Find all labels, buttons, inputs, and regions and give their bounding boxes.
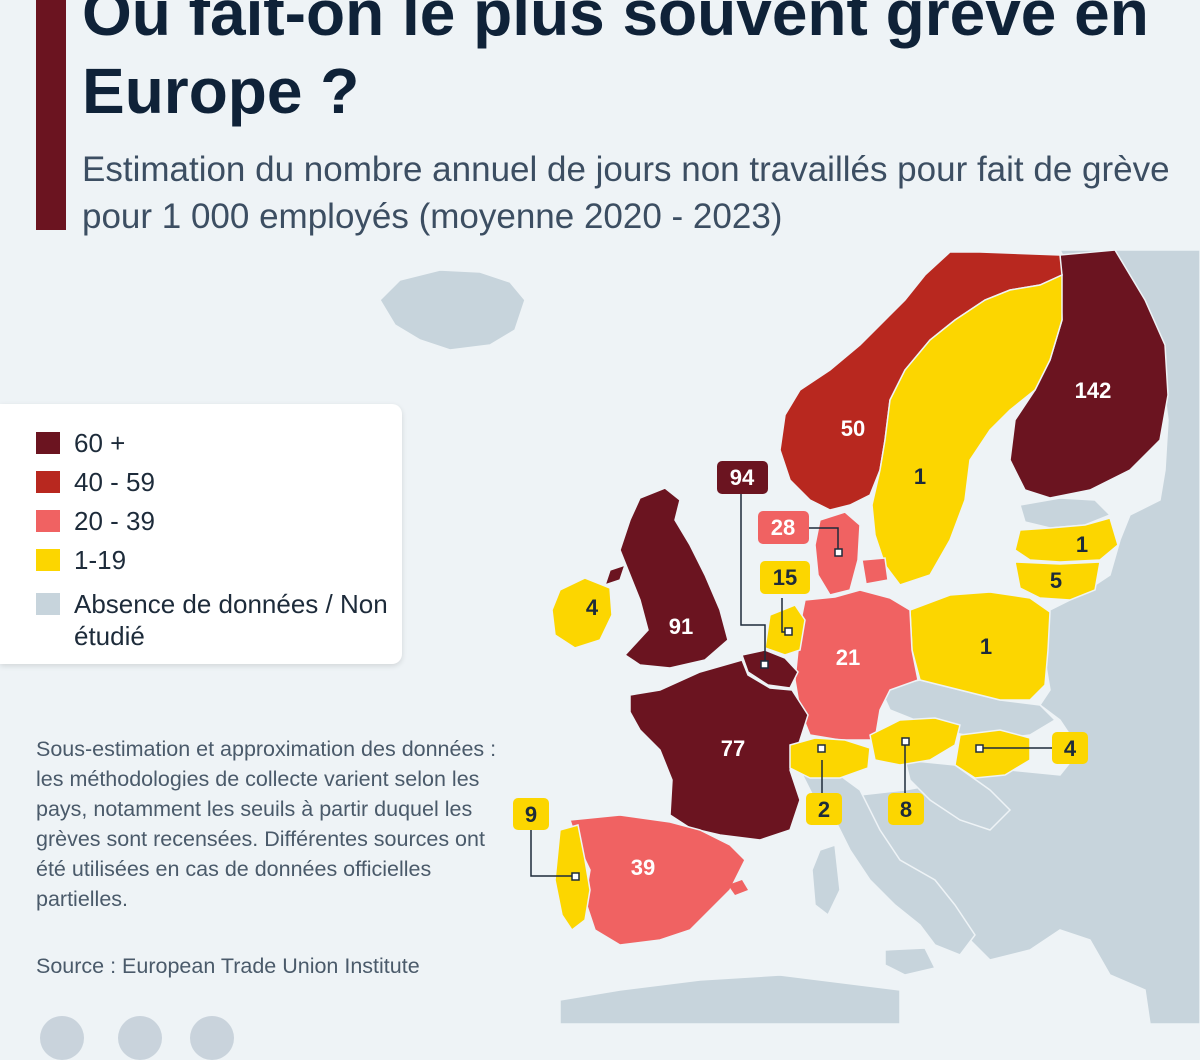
- legend-label: 1-19: [74, 545, 127, 575]
- share-icon[interactable]: [40, 1016, 84, 1060]
- country-lithuania: [1014, 561, 1101, 601]
- value-belgium: 94: [730, 465, 755, 490]
- value-switzerland: 2: [818, 797, 830, 822]
- country-belgium: [741, 649, 799, 689]
- country-switzerland: [789, 737, 871, 779]
- legend-swatch: [36, 593, 60, 615]
- legend-label: Absence de données / Non étudié: [74, 589, 388, 651]
- value-poland: 1: [980, 634, 992, 659]
- map-legend: 60 + 40 - 59 20 - 39 1-19 Absence de don…: [0, 404, 402, 664]
- value-latvia: 1: [1076, 532, 1088, 557]
- share-icon[interactable]: [190, 1016, 234, 1060]
- value-netherlands: 15: [773, 565, 797, 590]
- country-poland: [909, 591, 1051, 701]
- country-austria: [869, 717, 961, 766]
- leader-markers: [571, 548, 984, 881]
- callout-boxes: [513, 461, 1088, 830]
- brand-logo: [905, 1012, 1195, 1024]
- value-portugal: 9: [525, 802, 537, 827]
- page-subtitle: Estimation du nombre annuel de jours non…: [82, 150, 1170, 236]
- methodology-note: Sous-estimation et approximation des don…: [36, 737, 497, 911]
- title-accent-bar: [36, 0, 66, 230]
- legend-swatch: [36, 471, 60, 493]
- legend-swatch: [36, 510, 60, 532]
- no-data-land: [379, 249, 1200, 1024]
- country-ireland: [551, 577, 613, 649]
- value-austria: 8: [900, 797, 912, 822]
- page-title: Où fait-on le plus souvent grève en Euro…: [82, 0, 1149, 127]
- legend-swatch: [36, 432, 60, 454]
- value-germany: 21: [836, 645, 860, 670]
- legend-label: 60 +: [74, 428, 126, 458]
- value-finland: 142: [1075, 378, 1112, 403]
- country-hungary: [954, 729, 1031, 779]
- value-denmark: 28: [771, 515, 795, 540]
- value-spain: 39: [631, 855, 655, 880]
- value-ireland: 4: [586, 595, 599, 620]
- legend-swatch: [36, 549, 60, 571]
- country-denmark: [814, 511, 889, 596]
- country-united-kingdom: [603, 487, 729, 669]
- value-sweden: 1: [914, 464, 926, 489]
- country-sweden: [871, 273, 1063, 586]
- value-united-kingdom: 91: [669, 614, 693, 639]
- value-hungary: 4: [1064, 736, 1077, 761]
- source-note: Source : European Trade Union Institute: [36, 954, 420, 978]
- leader-lines: [530, 492, 1052, 877]
- value-lithuania: 5: [1050, 568, 1062, 593]
- europe-map: 142 50 1 94 28 15 1 5 4 91 21 1 77 4 9 2…: [379, 249, 1200, 1024]
- balearic-islands: [728, 880, 748, 895]
- country-france: [629, 659, 809, 841]
- country-latvia: [1014, 517, 1119, 563]
- share-icon[interactable]: [118, 1016, 162, 1060]
- legend-label: 20 - 39: [74, 506, 155, 536]
- legend-label: 40 - 59: [74, 467, 155, 497]
- value-france: 77: [721, 736, 745, 761]
- value-norway: 50: [841, 416, 865, 441]
